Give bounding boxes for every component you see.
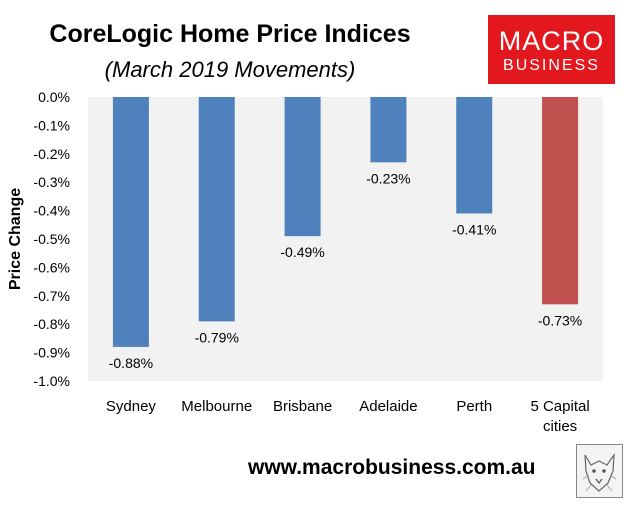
bar: [456, 97, 493, 214]
y-tick-label: -0.3%: [33, 174, 70, 190]
y-axis-title: Price Change: [7, 188, 24, 290]
data-label: -0.41%: [452, 221, 496, 237]
y-tick-label: -0.1%: [33, 117, 70, 133]
data-label: -0.49%: [280, 244, 324, 260]
y-tick-label: -0.7%: [33, 288, 70, 304]
bar: [370, 97, 407, 163]
x-axis-labels: Sydney Melbourne Brisbane Adelaide Perth 5 Ca…: [106, 398, 590, 435]
chart-subtitle: (March 2019 Movements): [104, 57, 356, 82]
x-tick-label: Sydney: [106, 398, 157, 415]
y-tick-label: -0.4%: [33, 203, 70, 219]
y-tick-label: 0.0%: [38, 89, 70, 105]
data-labels: -0.88% -0.79% -0.49% -0.23% -0.41% -0.73%: [109, 170, 583, 371]
y-tick-label: -1.0%: [33, 373, 70, 389]
bar: [198, 97, 235, 322]
logo-line-business: BUSINESS: [503, 57, 600, 74]
macrobusiness-logo: MACRO BUSINESS: [488, 15, 615, 84]
x-tick-label: cities: [543, 418, 577, 435]
x-tick-label: Adelaide: [359, 398, 417, 415]
data-label: -0.88%: [109, 355, 153, 371]
x-tick-label: Perth: [456, 398, 492, 415]
wolf-sketch-icon: [576, 444, 623, 498]
bar: [112, 97, 149, 347]
y-tick-label: -0.2%: [33, 146, 70, 162]
y-tick-label: -0.8%: [33, 316, 70, 332]
data-label: -0.23%: [366, 170, 410, 186]
y-tick-label: -0.5%: [33, 231, 70, 247]
y-axis: 0.0% -0.1% -0.2% -0.3% -0.4% -0.5% -0.6% -0.7% -…: [33, 89, 70, 389]
x-tick-label: Brisbane: [273, 398, 332, 415]
y-tick-label: -0.6%: [33, 259, 70, 275]
y-tick-label: -0.9%: [33, 345, 70, 361]
logo-line-macro: MACRO: [498, 26, 605, 56]
bar-series: [112, 97, 579, 347]
bar: [284, 97, 321, 237]
plot-area: [88, 97, 603, 381]
data-label: -0.79%: [195, 329, 239, 345]
x-tick-label: 5 Capital: [530, 398, 589, 415]
data-label: -0.73%: [538, 312, 582, 328]
website-url[interactable]: www.macrobusiness.com.au: [248, 456, 536, 479]
bar: [542, 97, 579, 305]
chart-title: CoreLogic Home Price Indices: [49, 20, 411, 48]
x-tick-label: Melbourne: [181, 398, 252, 415]
